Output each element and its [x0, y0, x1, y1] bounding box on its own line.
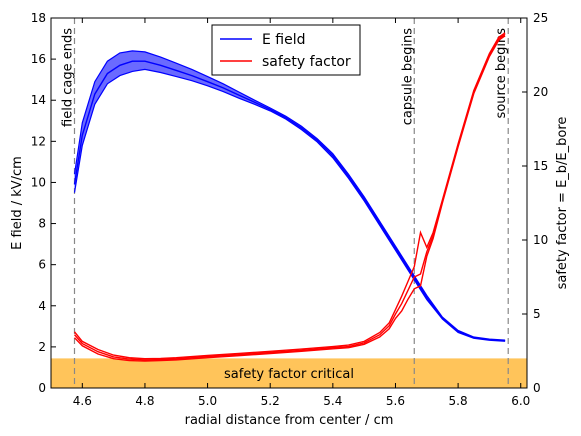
x-tick-label: 5.4: [323, 394, 342, 408]
x-tick-label: 5.6: [386, 394, 405, 408]
vline-label-0: field cage ends: [60, 28, 75, 127]
axes: 4.6 4.8 5.0 5.2 5.4 5.6 5.8 6.00246810121416180…: [10, 11, 570, 428]
legend-label-0: E field: [262, 32, 306, 48]
legend-label-1: safety factor: [262, 54, 351, 70]
series-line-0: [73, 60, 506, 342]
y-left-axis-label: E field / kV/cm: [10, 156, 25, 250]
legend-box: [211, 24, 361, 76]
y-left-tick-label: 14: [31, 93, 46, 107]
y-left-tick-label: 16: [31, 52, 46, 66]
y-left-tick-label: 6: [38, 258, 46, 272]
plot-frame: [50, 17, 528, 389]
vline-label-2: source begins: [494, 28, 509, 119]
y-right-tick-label: 5: [533, 307, 541, 321]
plot-area: safety factor critical field cage ends cap…: [51, 18, 527, 388]
critical-band: [51, 358, 527, 388]
y-right-tick-label: 10: [533, 233, 548, 247]
y-right-axis-label: safety factor = E_b/E_bore: [555, 117, 570, 290]
series-band-edge-0: [73, 50, 506, 341]
series-band-edge-0: [73, 68, 506, 342]
y-right-tick-label: 0: [533, 381, 541, 395]
critical-band-label: safety factor critical: [224, 367, 354, 382]
y-left-tick-label: 12: [31, 134, 46, 148]
y-left-tick-label: 8: [38, 217, 46, 231]
x-axis-label: radial distance from center / cm: [185, 413, 394, 428]
series-line-1: [73, 33, 506, 361]
y-left-tick-label: 2: [38, 340, 46, 354]
x-tick-label: 5.0: [198, 394, 217, 408]
x-tick-label: 5.2: [261, 394, 280, 408]
legend: E field safety factor: [211, 24, 361, 76]
x-tick-label: 6.0: [511, 394, 530, 408]
y-left-tick-label: 0: [38, 381, 46, 395]
y-left-tick-label: 4: [38, 299, 46, 313]
vline-label-1: capsule begins: [400, 28, 415, 125]
x-tick-label: 5.8: [449, 394, 468, 408]
y-right-tick-label: 25: [533, 11, 548, 25]
y-right-tick-label: 15: [533, 159, 548, 173]
y-left-tick-label: 18: [31, 11, 46, 25]
x-tick-label: 4.8: [135, 394, 154, 408]
y-right-tick-label: 20: [533, 85, 548, 99]
x-tick-label: 4.6: [73, 394, 92, 408]
y-left-tick-label: 10: [31, 175, 46, 189]
